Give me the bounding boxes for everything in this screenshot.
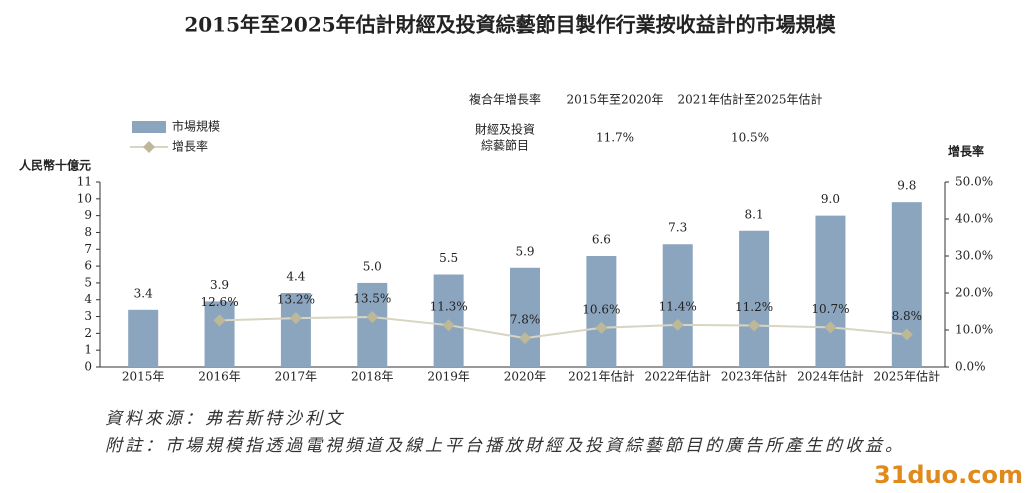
x-tick-label: 2022年估計 — [644, 369, 711, 384]
bar-label: 4.4 — [286, 270, 305, 284]
source: 資料來源：弗若斯特沙利文 — [105, 409, 345, 429]
x-tick-label: 2015年 — [122, 370, 165, 384]
growth-marker — [900, 328, 913, 341]
y2-tick-label: 40.0% — [955, 212, 993, 226]
x-tick-label: 2024年估計 — [797, 369, 864, 384]
x-tick-label: 2017年 — [275, 370, 318, 384]
chart-title: 2015年至2025年估計財經及投資綜藝節目製作行業按收益計的市場規模 — [184, 13, 836, 37]
growth-marker — [595, 321, 608, 334]
y2-tick-label: 20.0% — [955, 286, 993, 300]
bar-label: 5.5 — [439, 251, 458, 265]
y2-tick-label: 0.0% — [955, 360, 986, 374]
bar-label: 8.1 — [745, 207, 764, 221]
growth-label: 10.7% — [811, 302, 849, 316]
watermark: 31duo.com — [874, 461, 1023, 489]
bar — [662, 244, 693, 367]
bar-label: 3.4 — [134, 286, 153, 300]
legend-label: 增長率 — [172, 139, 208, 154]
x-tick-label: 2016年 — [198, 370, 241, 384]
bar — [891, 202, 922, 367]
y-tick-label: 0 — [84, 360, 92, 374]
growth-label: 11.4% — [659, 299, 697, 313]
growth-marker — [289, 312, 302, 325]
table-header: 2021年估計至2025年估計 — [677, 92, 822, 107]
y-tick-label: 8 — [84, 225, 92, 239]
table-row-label: 綜藝節目 — [481, 138, 529, 153]
bar-label: 9.0 — [821, 192, 840, 206]
chart: 2015年至2025年估計財經及投資綜藝節目製作行業按收益計的市場規模 人民幣十… — [19, 13, 993, 384]
growth-marker — [442, 319, 455, 332]
bar-label: 5.9 — [515, 244, 534, 258]
bar-label: 3.9 — [210, 278, 229, 292]
bar — [815, 215, 846, 367]
y-tick-label: 2 — [84, 326, 92, 340]
x-tick-label: 2021年估計 — [568, 369, 635, 384]
y-tick-label: 11 — [77, 175, 92, 189]
y-tick-label: 1 — [84, 343, 92, 357]
y2-axis-title: 增長率 — [948, 144, 984, 159]
note: 附註：市場規模指透過電視頻道及線上平台播放財經及投資綜藝節目的廣告所產生的收益。 — [105, 436, 905, 456]
bar — [739, 230, 770, 367]
y-tick-label: 10 — [77, 191, 92, 205]
bar — [128, 309, 159, 367]
y2-tick-label: 50.0% — [955, 175, 993, 189]
growth-marker — [824, 321, 837, 334]
y-axis-title: 人民幣十億元 — [19, 158, 91, 173]
y-tick-label: 6 — [84, 259, 92, 273]
y-tick-label: 3 — [84, 309, 92, 323]
bar-label: 9.8 — [897, 179, 916, 193]
x-tick-label: 2020年 — [504, 370, 547, 384]
table-value: 11.7% — [596, 131, 634, 145]
growth-label: 11.2% — [735, 300, 773, 314]
growth-marker — [213, 314, 226, 327]
table-row-label: 財經及投資 — [475, 122, 535, 137]
y-tick-label: 4 — [84, 292, 92, 306]
growth-line — [219, 316, 907, 340]
y-tick-label: 9 — [84, 208, 92, 222]
legend-swatch — [132, 121, 166, 133]
x-tick-label: 2019年 — [427, 370, 470, 384]
y-tick-label: 5 — [84, 275, 92, 289]
bar — [204, 301, 235, 367]
growth-label: 7.8% — [510, 313, 541, 327]
table-header: 複合年增長率 — [469, 92, 541, 107]
bar — [280, 293, 311, 367]
growth-label: 10.6% — [582, 302, 620, 316]
x-tick-label: 2025年估計 — [874, 369, 941, 384]
growth-label: 13.2% — [277, 293, 315, 307]
bar-label: 7.3 — [668, 221, 687, 235]
growth-label: 8.8% — [892, 309, 923, 323]
bar-label: 5.0 — [363, 259, 382, 273]
bar — [510, 267, 540, 367]
legend-marker — [143, 141, 155, 153]
table-header: 2015年至2020年 — [566, 93, 663, 107]
y2-tick-label: 10.0% — [955, 323, 993, 337]
growth-marker — [748, 319, 761, 332]
growth-label: 11.3% — [430, 300, 468, 314]
y-tick-label: 7 — [84, 242, 92, 256]
growth-marker — [519, 332, 531, 345]
y2-tick-label: 30.0% — [955, 249, 993, 263]
x-tick-label: 2018年 — [351, 370, 394, 384]
growth-label: 12.6% — [200, 295, 238, 309]
growth-marker — [366, 311, 379, 324]
bar-label: 6.6 — [592, 233, 611, 247]
growth-label: 13.5% — [353, 292, 391, 306]
bar — [586, 256, 617, 367]
bar — [357, 282, 388, 367]
legend-label: 市場規模 — [172, 119, 220, 134]
table-value: 10.5% — [731, 131, 769, 145]
growth-marker — [671, 318, 684, 331]
x-tick-label: 2023年估計 — [721, 369, 788, 384]
